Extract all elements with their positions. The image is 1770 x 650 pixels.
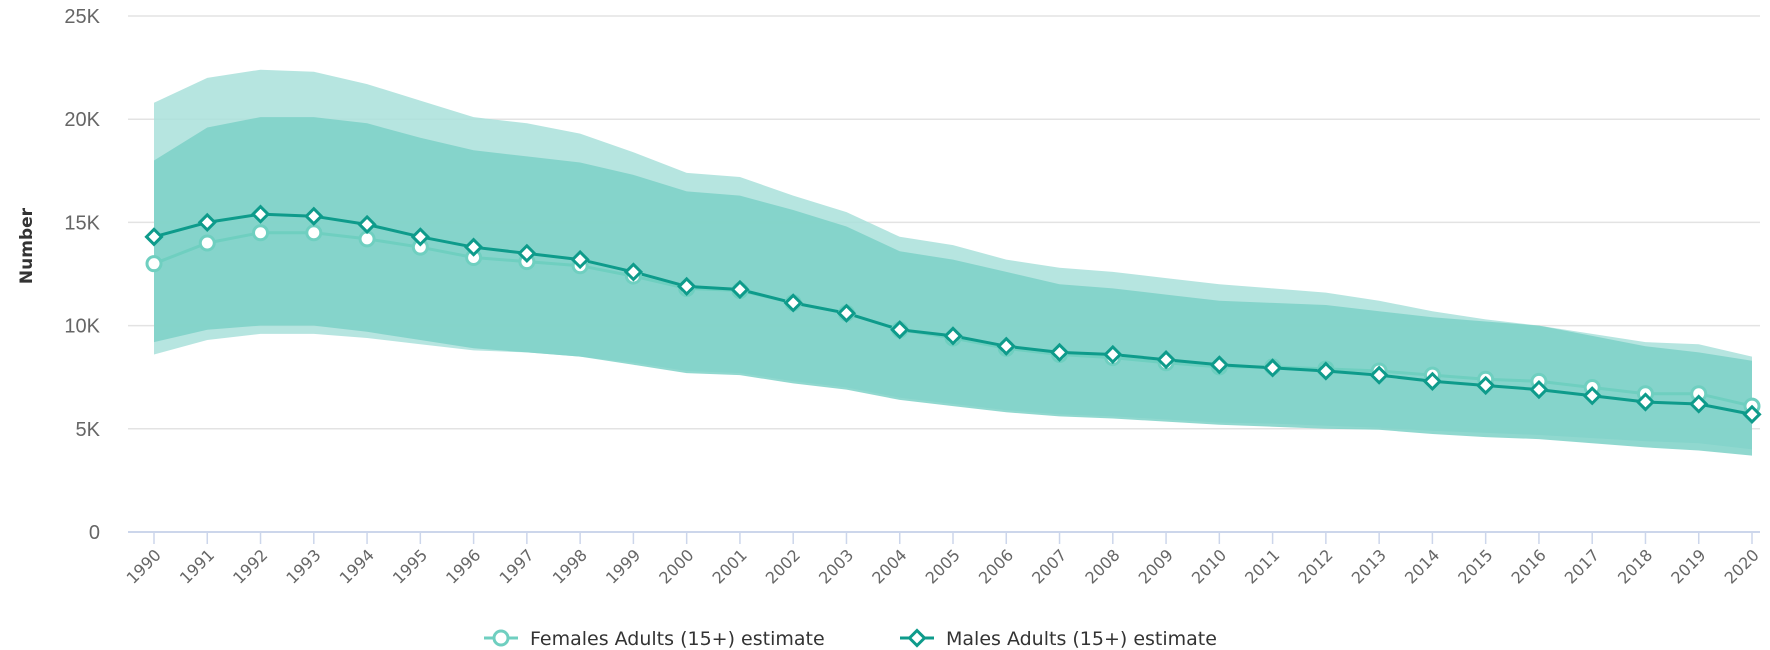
y-axis-label: Number	[17, 207, 37, 284]
legend-marker	[907, 628, 927, 648]
uncertainty-band	[154, 117, 1752, 456]
x-tick-label: 2002	[762, 545, 804, 587]
x-tick-label: 2001	[709, 545, 751, 587]
x-tick-label: 2010	[1188, 545, 1230, 587]
y-tick-label: 0	[89, 522, 100, 544]
data-point	[357, 214, 377, 235]
data-point	[1103, 344, 1123, 365]
data-point	[1582, 386, 1602, 406]
x-tick-label: 2016	[1508, 545, 1550, 587]
x-tick-label: 1997	[495, 545, 537, 587]
data-point	[1156, 350, 1176, 370]
x-tick-label: 2019	[1667, 545, 1709, 587]
x-tick-label: 2007	[1028, 545, 1070, 587]
data-point	[463, 237, 484, 257]
x-tick-label: 2015	[1454, 545, 1496, 587]
data-point	[836, 303, 857, 323]
x-tick-label: 2011	[1241, 545, 1283, 587]
data-point	[197, 212, 217, 233]
data-point	[1635, 392, 1656, 412]
data-point	[252, 224, 270, 242]
x-tick-label: 1993	[282, 545, 324, 587]
x-tick-label: 2000	[655, 545, 697, 587]
legend-label: Females Adults (15+) estimate	[530, 628, 825, 650]
x-tick-label: 1998	[549, 545, 591, 587]
legend-marker	[492, 629, 510, 647]
data-point	[1689, 394, 1709, 414]
data-point	[623, 262, 644, 282]
x-tick-label: 2005	[922, 545, 964, 587]
data-point	[304, 206, 324, 226]
data-point	[996, 336, 1016, 356]
x-tick-label: 2018	[1614, 545, 1656, 587]
x-tick-label: 1999	[602, 545, 644, 587]
y-tick-label: 20K	[64, 109, 100, 131]
data-point	[1369, 365, 1389, 385]
y-tick-label: 15K	[64, 212, 100, 234]
x-tick-label: 2012	[1294, 545, 1336, 587]
data-point	[144, 227, 164, 247]
legend: Females Adults (15+) estimate Males Adult…	[484, 628, 1217, 650]
y-tick-label: 5K	[76, 419, 101, 441]
x-tick-label: 2006	[975, 545, 1017, 587]
data-point	[145, 255, 163, 273]
data-point	[730, 279, 750, 300]
x-tick-label: 2013	[1348, 545, 1390, 587]
series-markers	[144, 204, 1762, 424]
x-tick-label: 2009	[1135, 545, 1177, 587]
data-point	[305, 224, 323, 242]
x-tick-label: 1994	[336, 545, 378, 587]
data-point	[1742, 404, 1762, 424]
data-point	[1316, 361, 1336, 381]
x-tick-label: 1991	[176, 545, 218, 587]
data-point	[570, 249, 590, 270]
data-point	[1529, 379, 1549, 400]
data-point	[677, 276, 697, 297]
x-tick-label: 1995	[389, 545, 431, 587]
y-tick-label: 25K	[64, 6, 100, 28]
data-point	[890, 320, 910, 340]
x-tick-label: 2003	[815, 545, 857, 587]
legend-label: Males Adults (15+) estimate	[946, 628, 1217, 650]
data-point	[1262, 358, 1283, 378]
data-point	[1209, 355, 1229, 375]
x-tick-label: 1996	[442, 545, 484, 587]
data-point	[943, 326, 963, 346]
x-tick-label: 2017	[1561, 545, 1603, 587]
data-point	[1476, 375, 1496, 396]
x-axis-tick-labels: 1990 1991 1992 1993 1994 1995 1996 1997 1998 1999…	[123, 545, 1763, 587]
x-tick-label: 1990	[123, 545, 165, 587]
x-tick-label: 1992	[229, 545, 271, 587]
x-tick-label: 2020	[1721, 545, 1763, 587]
confidence-bands	[154, 69, 1752, 456]
y-tick-label: 10K	[64, 316, 100, 338]
x-axis	[128, 531, 1760, 544]
data-point	[198, 234, 216, 252]
x-tick-label: 2004	[868, 545, 910, 587]
data-point	[1422, 371, 1443, 391]
data-point	[410, 227, 430, 247]
x-tick-label: 2008	[1081, 545, 1123, 587]
y-axis-tick-labels: 0 5K 10K 15K 20K 25K	[64, 6, 100, 544]
data-point	[250, 204, 271, 224]
data-point	[517, 243, 537, 263]
data-point	[1049, 342, 1070, 363]
x-tick-label: 2014	[1401, 545, 1443, 587]
data-point	[783, 293, 803, 313]
